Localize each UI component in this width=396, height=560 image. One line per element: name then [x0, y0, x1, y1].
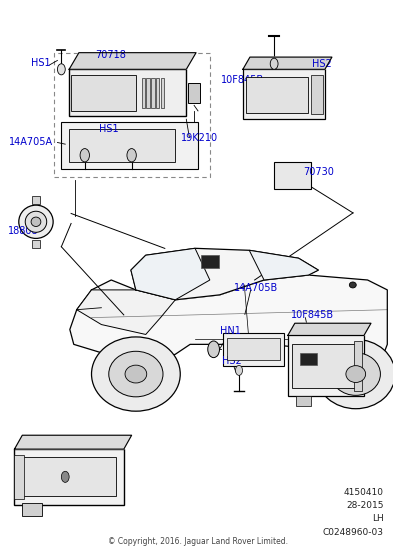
Bar — [53, 53, 210, 178]
Bar — [32, 196, 40, 204]
Bar — [227, 338, 280, 361]
Text: 14A705A: 14A705A — [9, 137, 53, 147]
Polygon shape — [249, 250, 318, 280]
Text: © Copyright, 2016. Jaguar Land Rover Limited.: © Copyright, 2016. Jaguar Land Rover Lim… — [108, 537, 288, 546]
Bar — [156, 78, 159, 108]
Bar — [201, 255, 219, 268]
Text: 10F845B: 10F845B — [291, 310, 334, 320]
Text: HS1: HS1 — [99, 124, 119, 134]
Ellipse shape — [331, 353, 381, 395]
Text: 19K210: 19K210 — [181, 133, 219, 142]
Bar — [18, 458, 116, 496]
Bar — [295, 396, 311, 407]
Bar — [61, 122, 198, 169]
Polygon shape — [77, 290, 175, 334]
Text: HS2: HS2 — [223, 356, 242, 366]
Bar — [69, 129, 175, 162]
Text: HS1: HS1 — [31, 58, 51, 68]
Bar — [292, 344, 358, 388]
Text: 70718: 70718 — [95, 50, 126, 60]
Text: 10F845A: 10F845A — [22, 466, 65, 477]
Bar — [151, 78, 155, 108]
Bar — [223, 333, 284, 366]
Ellipse shape — [80, 148, 89, 162]
Text: 14A705B: 14A705B — [234, 283, 279, 293]
Bar — [32, 240, 40, 248]
Bar — [22, 503, 42, 516]
Text: 10F845B: 10F845B — [221, 76, 265, 86]
Bar — [142, 78, 145, 108]
Text: 4150410
28-2015
LH
C0248960-03: 4150410 28-2015 LH C0248960-03 — [322, 488, 383, 536]
Polygon shape — [69, 53, 196, 69]
Text: HN1: HN1 — [220, 326, 241, 336]
Bar — [69, 69, 186, 116]
Text: 18808: 18808 — [8, 226, 39, 236]
Polygon shape — [131, 248, 318, 300]
Polygon shape — [70, 275, 387, 361]
Ellipse shape — [125, 365, 147, 383]
Bar — [311, 75, 323, 114]
Bar — [160, 78, 164, 108]
Ellipse shape — [208, 341, 219, 358]
Ellipse shape — [61, 472, 69, 482]
Ellipse shape — [31, 217, 41, 226]
Bar — [15, 449, 124, 505]
Ellipse shape — [127, 148, 136, 162]
Ellipse shape — [109, 351, 163, 397]
Ellipse shape — [349, 282, 356, 288]
Polygon shape — [243, 57, 332, 69]
Polygon shape — [15, 435, 131, 449]
Ellipse shape — [91, 337, 180, 411]
Bar — [71, 75, 135, 111]
Text: 70730: 70730 — [304, 167, 335, 178]
Bar — [288, 335, 364, 396]
Text: HS2: HS2 — [312, 59, 332, 69]
Bar — [354, 341, 362, 391]
Bar — [188, 83, 200, 102]
Bar — [15, 455, 24, 499]
Bar — [299, 353, 317, 365]
Polygon shape — [288, 323, 371, 335]
Ellipse shape — [346, 366, 366, 382]
Bar — [246, 77, 308, 113]
Bar — [147, 78, 150, 108]
Ellipse shape — [19, 205, 53, 239]
Ellipse shape — [57, 64, 65, 75]
Bar — [274, 162, 311, 189]
Ellipse shape — [25, 211, 47, 232]
Ellipse shape — [270, 58, 278, 69]
Ellipse shape — [316, 339, 395, 409]
Polygon shape — [131, 248, 210, 300]
Ellipse shape — [236, 365, 242, 375]
Bar — [243, 69, 325, 119]
